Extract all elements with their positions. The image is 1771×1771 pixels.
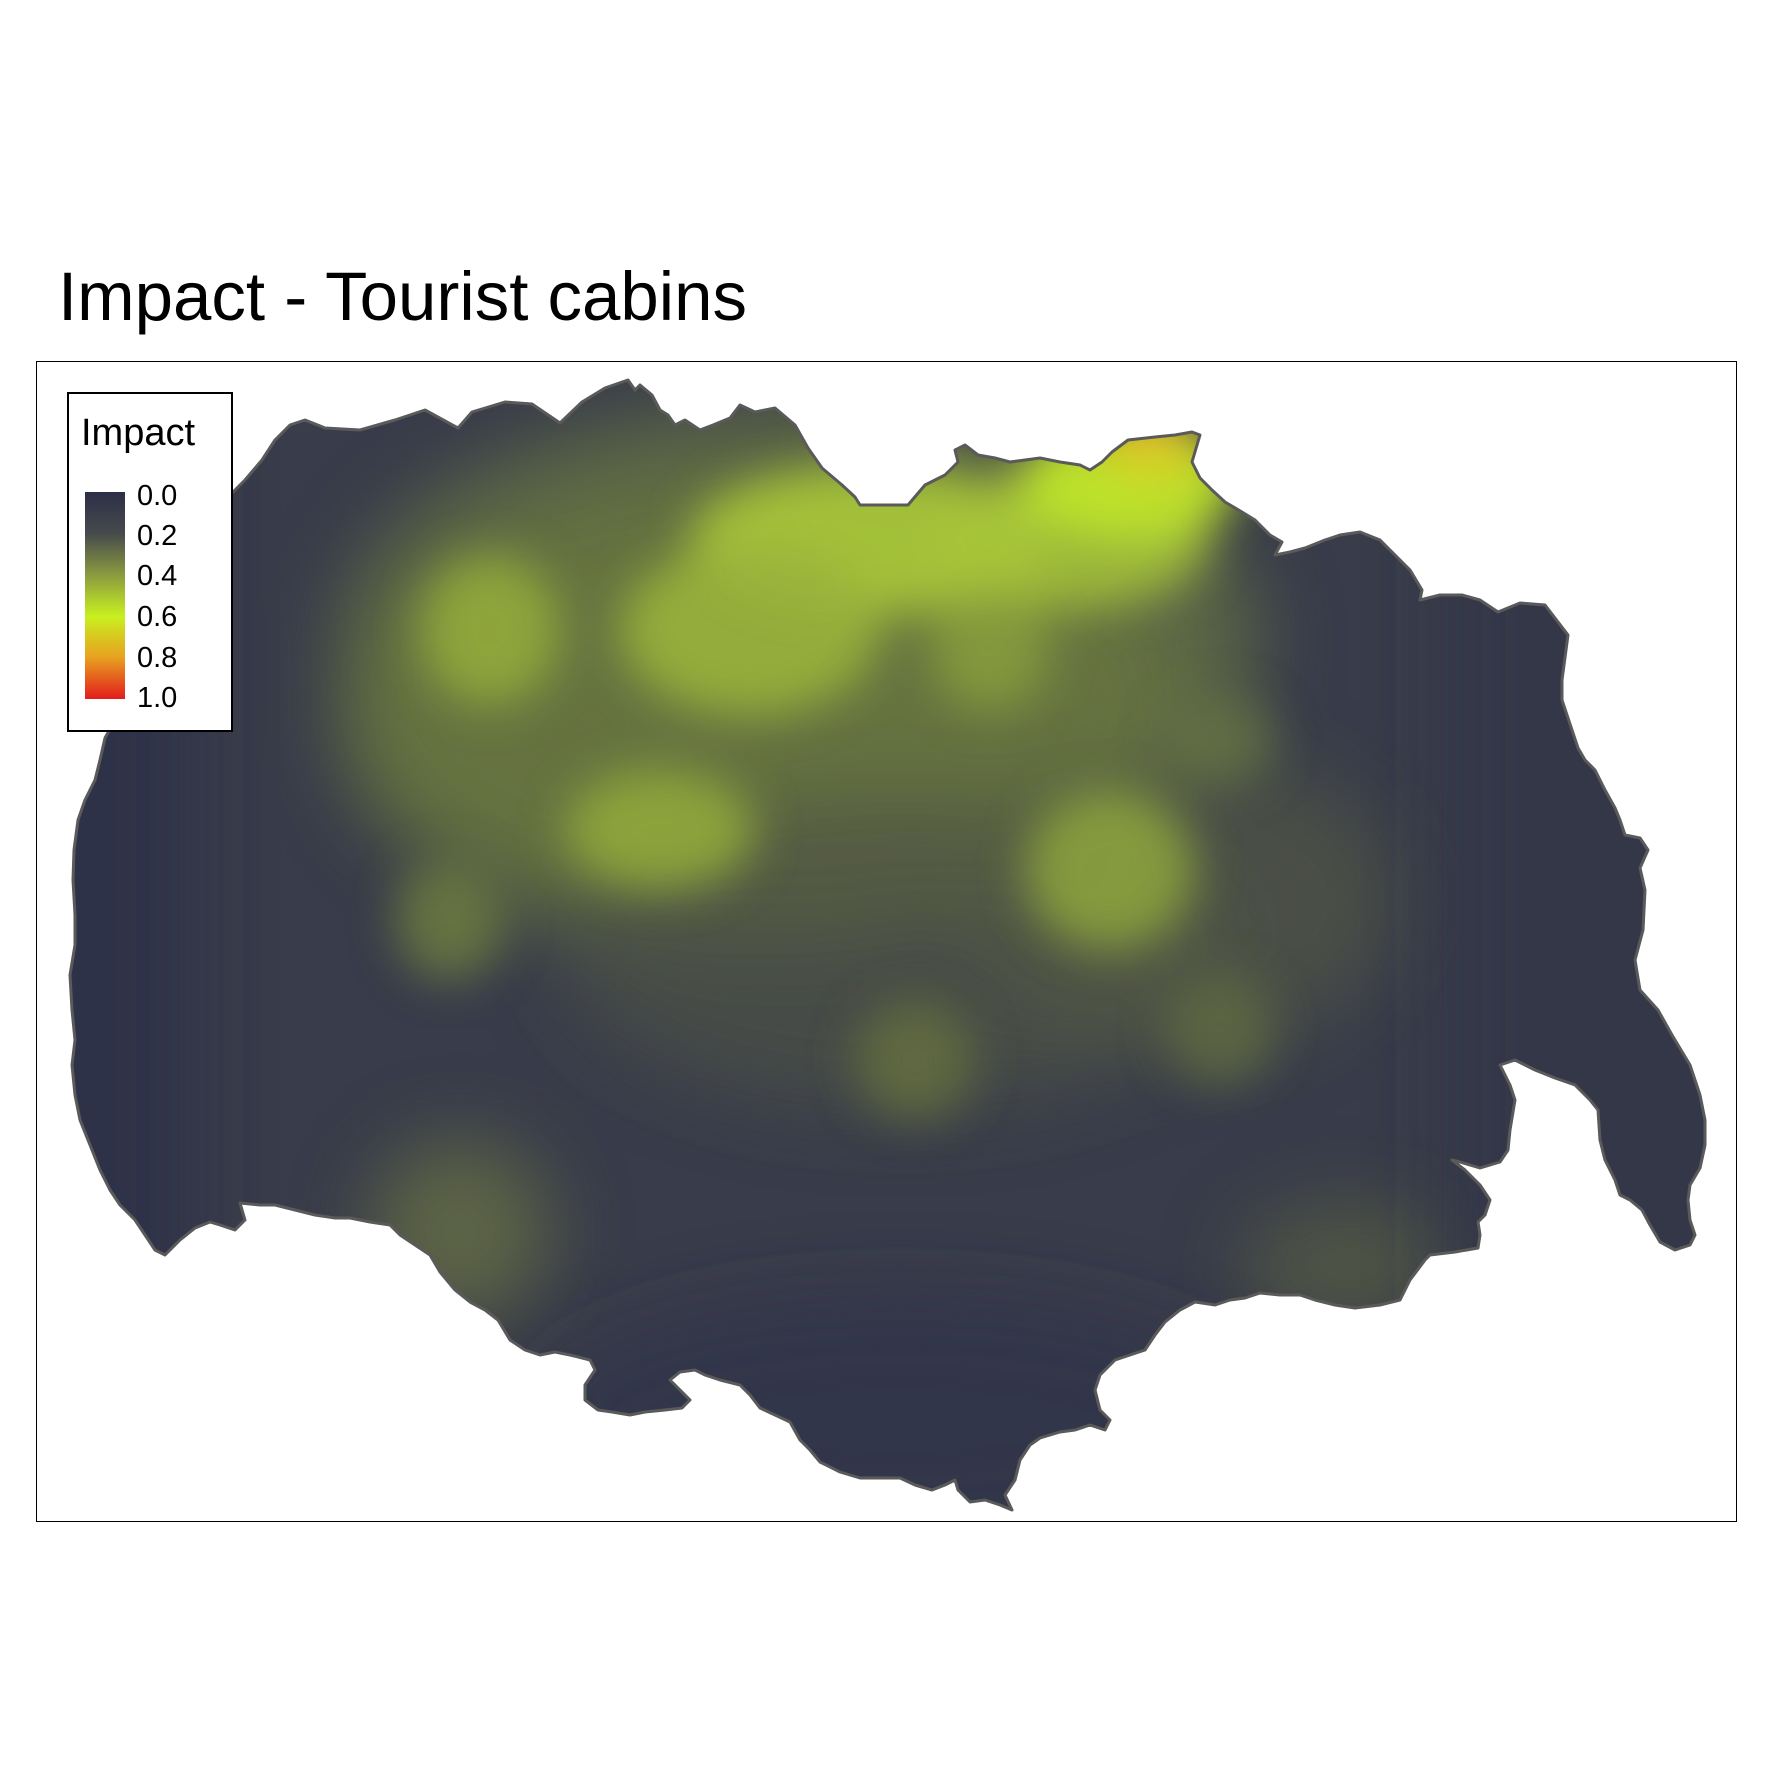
legend-label-4: 0.8 (137, 642, 178, 674)
map-title: Impact - Tourist cabins (58, 258, 747, 335)
legend-label-2: 0.4 (137, 560, 178, 592)
legend-color-bar (85, 492, 125, 699)
legend: Impact 0.0 0.2 0.4 0.6 0.8 1.0 (67, 392, 233, 732)
legend-title: Impact (81, 412, 196, 454)
legend-label-3: 0.6 (137, 601, 178, 633)
legend-label-0: 0.0 (137, 480, 178, 512)
map-frame (36, 361, 1737, 1522)
legend-label-5: 1.0 (137, 682, 178, 714)
impact-surface (70, 380, 1705, 1510)
legend-label-1: 0.2 (137, 520, 178, 552)
